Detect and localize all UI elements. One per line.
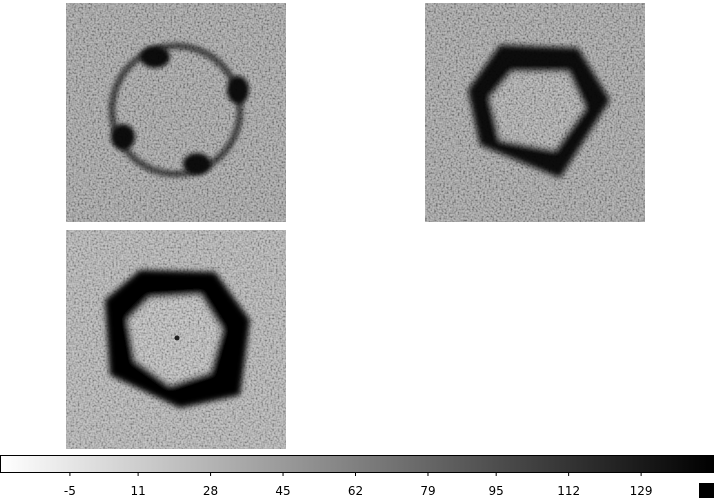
colorbar-tick-label: 129 xyxy=(630,484,653,498)
colorbar-tick-label: 11 xyxy=(130,484,145,498)
colorbar xyxy=(0,455,714,473)
colorbar-tick-label: 45 xyxy=(275,484,290,498)
colorbar-tick-label: 112 xyxy=(557,484,580,498)
image-panel xyxy=(66,3,286,222)
image-panel xyxy=(66,230,286,449)
colorbar-tick-label: 62 xyxy=(348,484,363,498)
colorbar-tick-label: 95 xyxy=(489,484,504,498)
colorbar-tick-label: 79 xyxy=(420,484,435,498)
colorbar-tick-label: 28 xyxy=(203,484,218,498)
colorbar-tick-label: -5 xyxy=(64,484,76,498)
image-panel xyxy=(425,3,645,222)
colorbar-extend xyxy=(699,483,714,498)
